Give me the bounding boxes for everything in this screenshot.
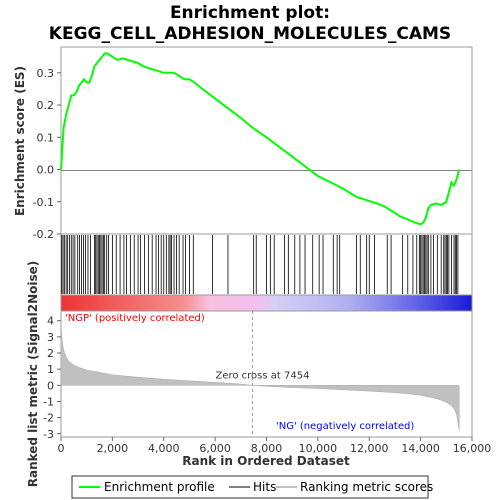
x-tick-label: 4,000 bbox=[148, 442, 180, 455]
legend-label-enrichment: Enrichment profile bbox=[104, 480, 215, 494]
x-tick-label: 10,000 bbox=[299, 442, 338, 455]
metric-y-tick-label: 0 bbox=[47, 379, 54, 392]
es-y-tick-label: 0.3 bbox=[37, 67, 55, 80]
es-y-tick-label: 0.1 bbox=[37, 131, 55, 144]
legend: Enrichment profile Hits Ranking metric s… bbox=[71, 475, 433, 499]
x-axis: 0 2,000 4,000 6,000 8,000 10,000 12,000 14,000 1… bbox=[58, 437, 492, 455]
chart-title-line2: KEGG_CELL_ADHESION_MOLECULES_CAMS bbox=[49, 24, 451, 44]
es-y-tick-label: -0.1 bbox=[33, 196, 54, 209]
hits-marks bbox=[61, 235, 459, 294]
metric-y-axis-title: Ranked list metric (Signal2Noise) bbox=[26, 261, 40, 488]
x-tick-label: 0 bbox=[58, 442, 65, 455]
metric-plot-frame bbox=[60, 310, 473, 438]
x-tick-label: 8,000 bbox=[251, 442, 283, 455]
positive-correlation-label: 'NGP' (positively correlated) bbox=[65, 313, 205, 324]
ranking-metric-area bbox=[60, 317, 460, 431]
metric-y-axis: -3 -2 -1 0 1 2 3 4 bbox=[43, 315, 61, 441]
metric-y-tick-label: -3 bbox=[43, 428, 54, 441]
metric-y-tick-label: 3 bbox=[47, 331, 54, 344]
es-y-axis: -0.2 -0.1 0.0 0.1 0.2 0.3 bbox=[33, 67, 61, 241]
x-tick-label: 6,000 bbox=[199, 442, 231, 455]
metric-y-tick-label: -1 bbox=[43, 395, 54, 408]
es-panel: -0.2 -0.1 0.0 0.1 0.2 0.3 Enrichment score (E… bbox=[13, 46, 473, 241]
rank-color-bar bbox=[60, 294, 473, 312]
metric-panel: Zero cross at 7454 'NGP' (positively cor… bbox=[26, 261, 491, 488]
x-tick-label: 14,000 bbox=[401, 442, 440, 455]
es-y-tick-label: 0.0 bbox=[37, 164, 55, 177]
x-tick-label: 2,000 bbox=[97, 442, 129, 455]
metric-y-tick-label: 4 bbox=[47, 315, 54, 328]
x-tick-label: 16,000 bbox=[453, 442, 492, 455]
hits-panel bbox=[60, 233, 473, 296]
negative-correlation-label: 'NG' (negatively correlated) bbox=[276, 421, 414, 432]
x-axis-title: Rank in Ordered Dataset bbox=[182, 454, 350, 468]
metric-y-tick-label: 2 bbox=[47, 347, 54, 360]
metric-y-tick-label: -2 bbox=[43, 412, 54, 425]
es-y-tick-label: 0.2 bbox=[37, 99, 55, 112]
es-plot-frame bbox=[60, 46, 473, 235]
zero-cross-label: Zero cross at 7454 bbox=[215, 370, 309, 381]
enrichment-profile-line bbox=[60, 52, 461, 226]
legend-label-metric: Ranking metric scores bbox=[300, 480, 433, 494]
es-y-axis-title: Enrichment score (ES) bbox=[13, 66, 27, 216]
metric-y-tick-label: 1 bbox=[47, 363, 54, 376]
chart-title-line1: Enrichment plot: bbox=[170, 3, 330, 23]
es-y-tick-label: -0.2 bbox=[33, 228, 54, 241]
legend-label-hits: Hits bbox=[253, 480, 276, 494]
x-tick-label: 12,000 bbox=[350, 442, 389, 455]
